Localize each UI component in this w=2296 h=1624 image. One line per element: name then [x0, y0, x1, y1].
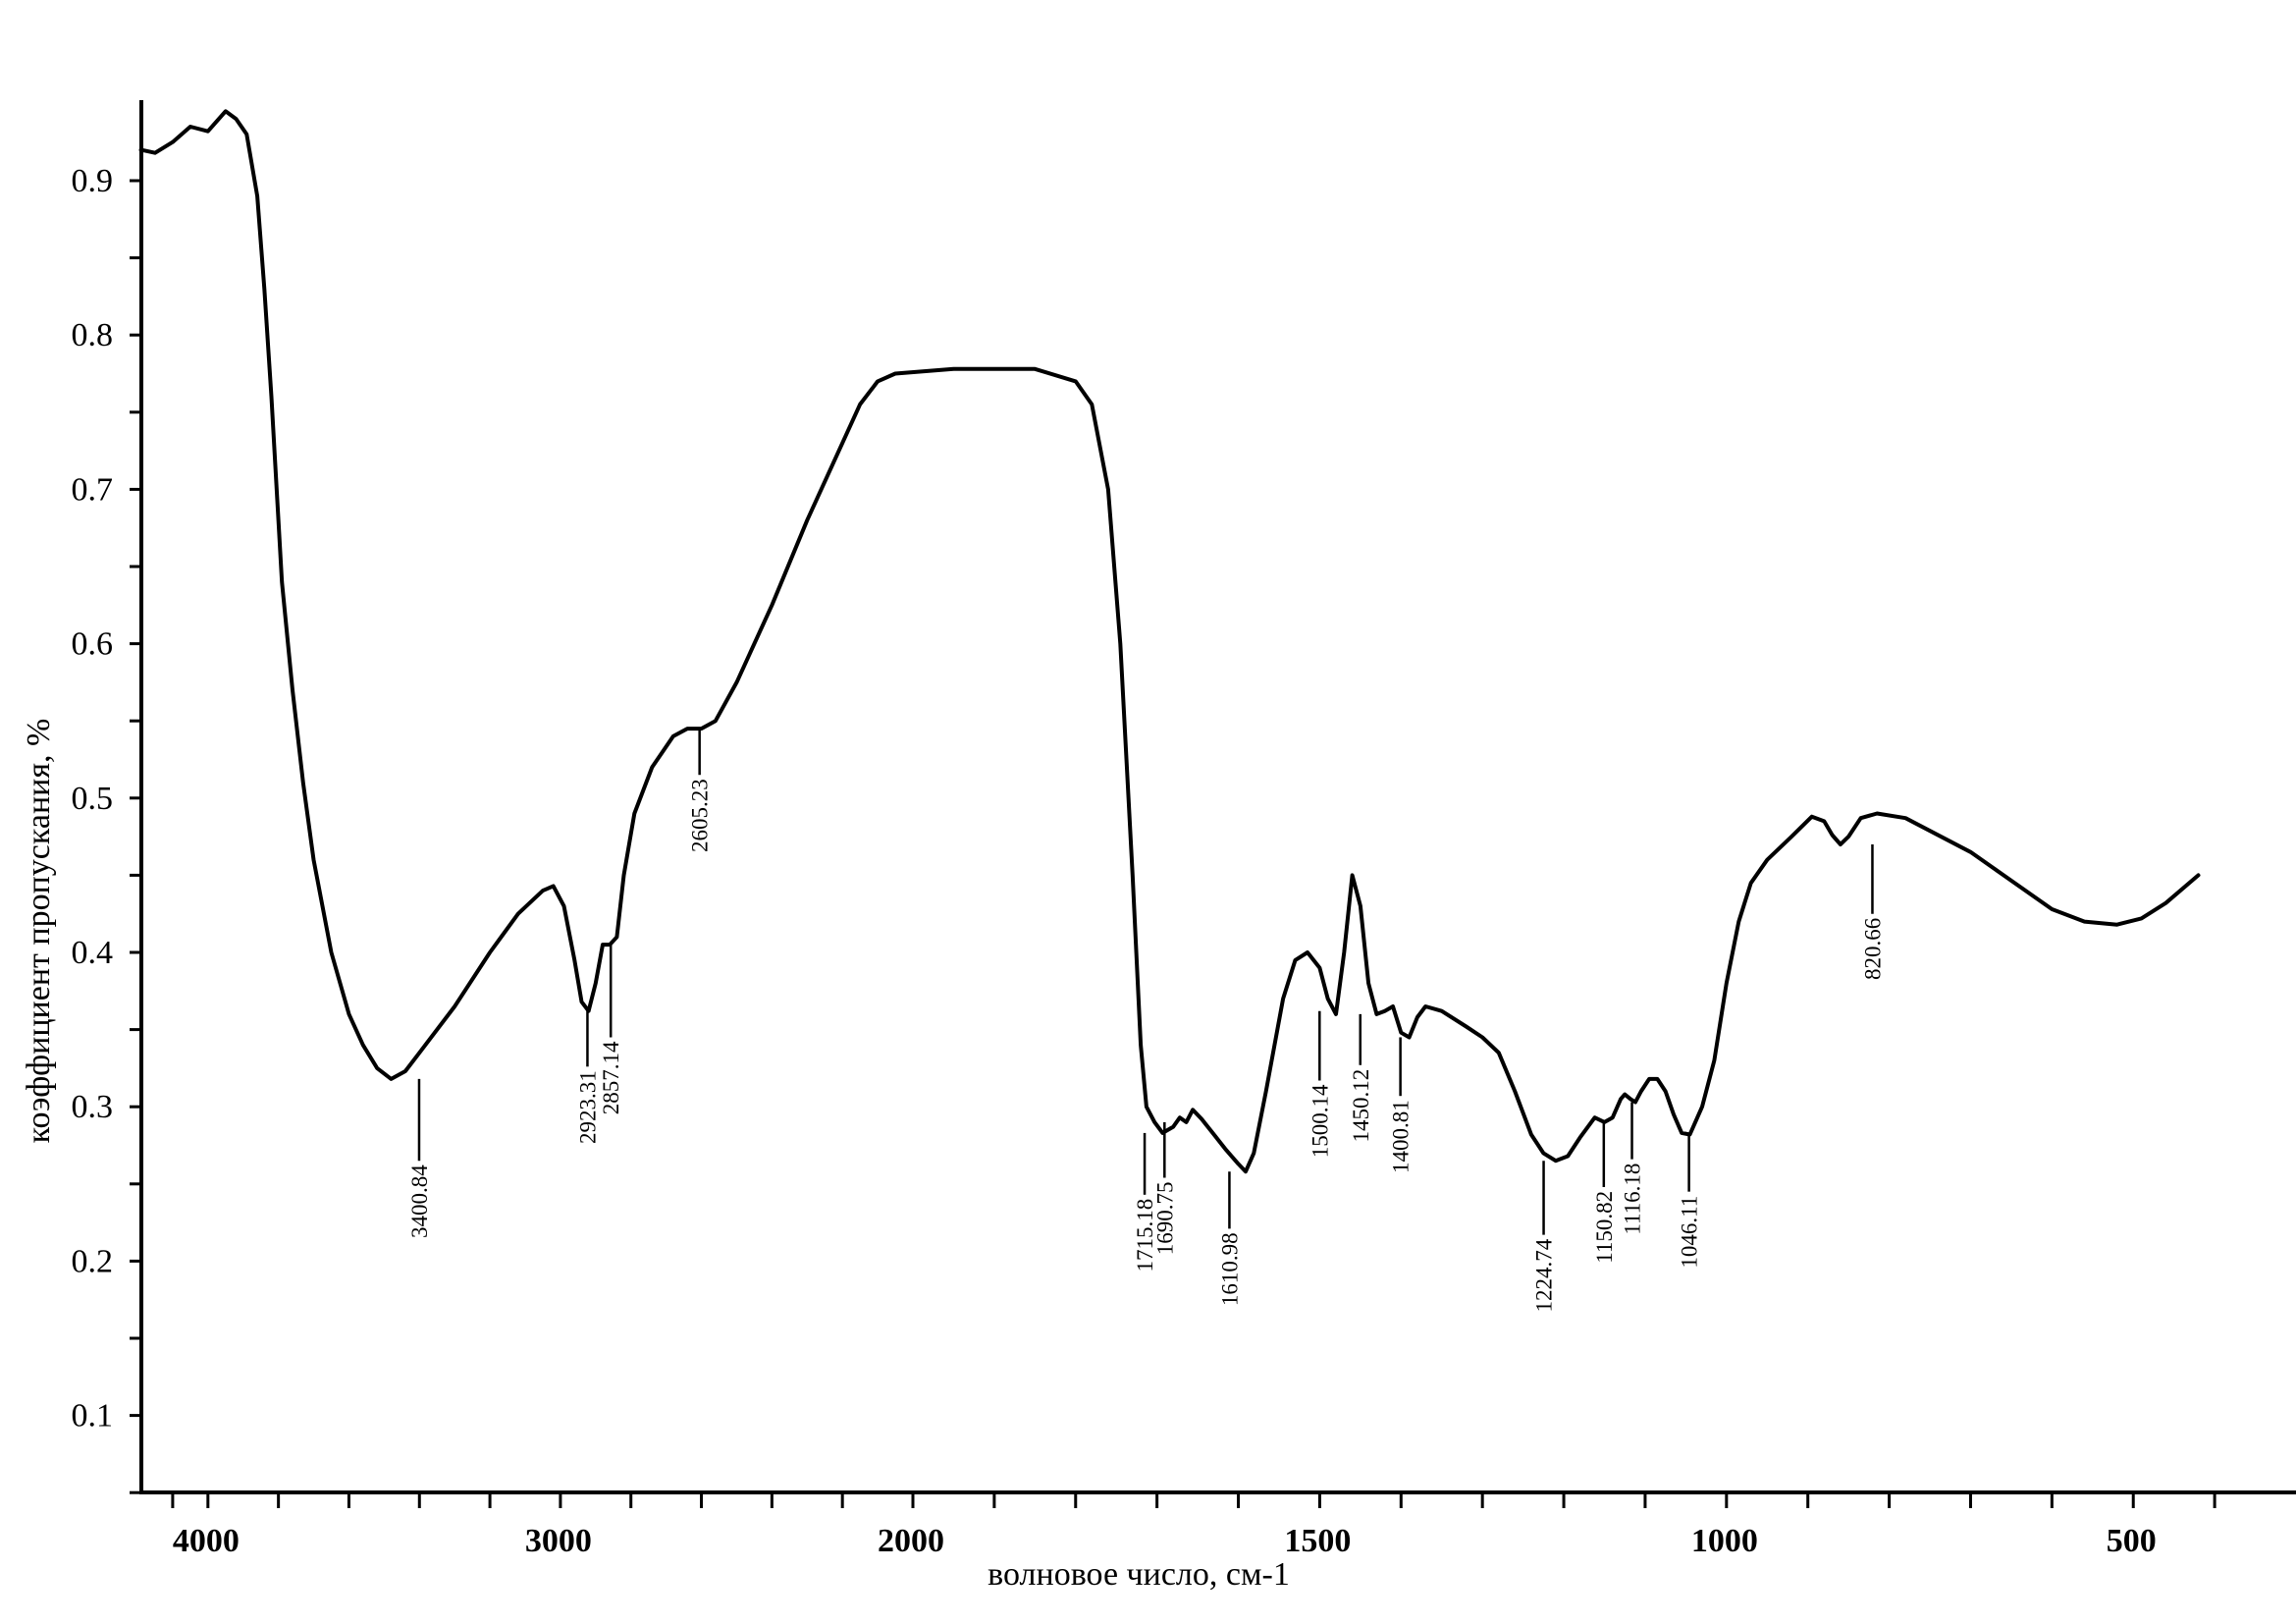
x-tick-label: 3000 [525, 1523, 592, 1559]
y-tick-label: 0.7 [72, 471, 114, 508]
x-tick-label: 4000 [173, 1523, 240, 1559]
peak-label: 820.66 [1861, 918, 1886, 980]
peak-label: 1116.18 [1621, 1164, 1645, 1235]
y-tick-label: 0.8 [72, 317, 114, 353]
y-tick-label: 0.5 [72, 781, 114, 817]
y-tick-labels: 0.1 0.2 0.3 0.4 0.5 0.6 0.7 0.8 0.9 [72, 163, 114, 1435]
peak-label: 2605.23 [688, 779, 713, 852]
x-tick-labels: 4000 3000 2000 1500 1000 500 [173, 1523, 2157, 1559]
y-tick-label: 0.9 [72, 163, 114, 199]
peak-label: 1500.14 [1308, 1084, 1332, 1158]
x-axis-title: волновое число, см-1 [988, 1556, 1290, 1593]
y-tick-label: 0.6 [72, 626, 114, 663]
peak-label: 2857.14 [599, 1041, 623, 1114]
spectrum-line [138, 109, 2201, 1174]
peak-label: 1690.75 [1152, 1182, 1177, 1256]
peak-label: 1224.74 [1532, 1238, 1557, 1312]
y-tick-label: 0.2 [72, 1243, 114, 1279]
peak-label: 1400.81 [1389, 1100, 1414, 1173]
x-tick-label: 1500 [1284, 1523, 1351, 1559]
peak-label: 1715.18 [1133, 1199, 1157, 1272]
y-tick-label: 0.3 [72, 1089, 114, 1125]
y-axis-title: коэффициент пропускания, % [21, 719, 57, 1144]
peak-label: 2923.31 [575, 1070, 600, 1144]
peak-label: 3400.84 [407, 1164, 432, 1238]
x-tick-label: 1000 [1691, 1523, 1758, 1559]
peak-label: 1450.12 [1349, 1069, 1373, 1143]
x-tick-label: 500 [2107, 1523, 2157, 1559]
y-tick-label: 0.1 [72, 1398, 114, 1435]
x-tick-label: 2000 [878, 1523, 944, 1559]
peak-label: 1150.82 [1592, 1191, 1617, 1264]
peak-label: 1610.98 [1217, 1232, 1242, 1306]
peak-label: 1046.11 [1678, 1196, 1702, 1269]
y-tick-label: 0.4 [72, 935, 114, 971]
ticks [130, 179, 2216, 1508]
